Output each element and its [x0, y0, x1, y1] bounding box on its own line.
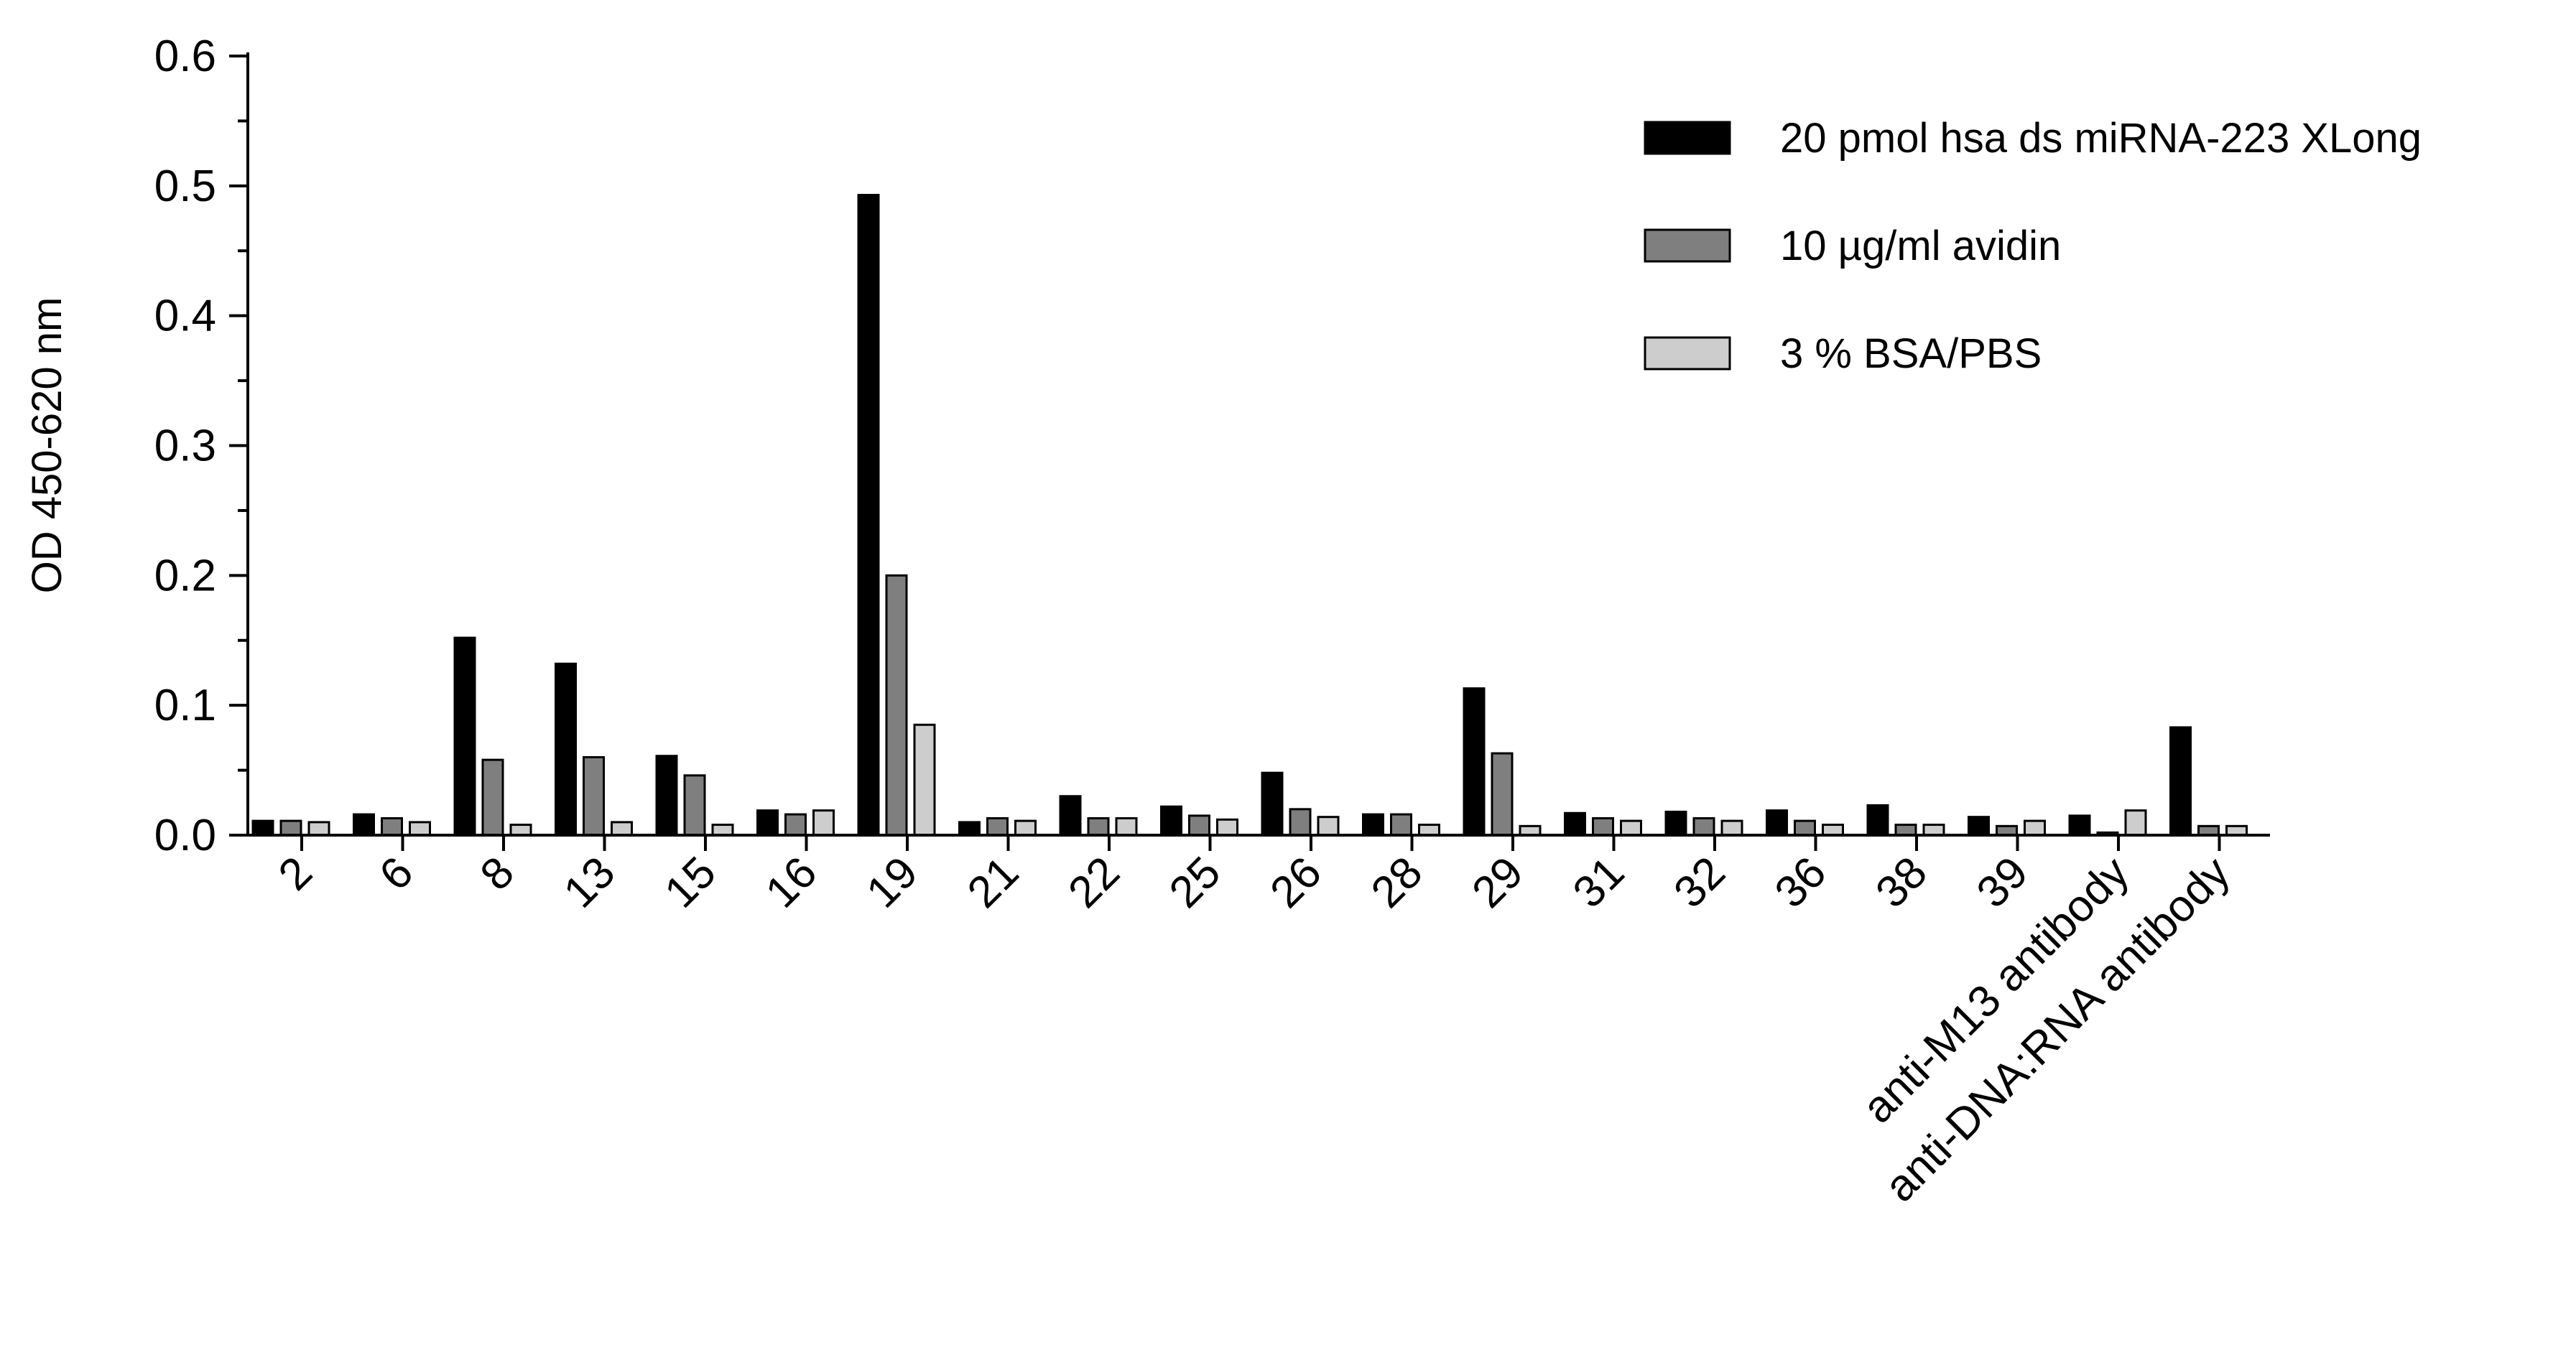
bar-16-series-2: [784, 813, 807, 837]
y-tick-label: 0.5: [154, 162, 216, 211]
legend: 20 pmol hsa ds miRNA-223 XLong 10 µg/ml a…: [1644, 115, 2422, 377]
bar-6-series-2: [381, 816, 403, 837]
x-tick-label: 16: [756, 847, 827, 918]
bar-2-series-3: [307, 821, 330, 837]
bar-22-series-3: [1115, 816, 1138, 837]
bar-19-series-1: [857, 193, 880, 837]
bar-39-series-1: [1968, 816, 1990, 837]
x-tick-label: 29: [1463, 847, 1533, 918]
y-tick-label: 0.3: [154, 422, 216, 471]
x-tick-label: 15: [655, 847, 726, 918]
bar-8-series-3: [509, 824, 532, 837]
bar-8-series-2: [481, 758, 504, 837]
x-tick-label: 32: [1664, 847, 1735, 918]
legend-swatch: [1644, 228, 1731, 263]
x-tick-label: 21: [958, 847, 1029, 918]
bar-32-series-1: [1664, 810, 1687, 837]
bar-6-series-1: [353, 813, 375, 837]
bar-28-series-2: [1390, 813, 1412, 837]
bar-38-series-2: [1894, 824, 1917, 837]
legend-label: 3 % BSA/PBS: [1780, 330, 2042, 377]
bar-anti-m13-antibody-series-3: [2124, 809, 2147, 837]
y-tick-label: 0.2: [154, 551, 216, 600]
bar-anti-dna-rna-antibody-series-1: [2169, 726, 2192, 837]
bar-29-series-1: [1463, 687, 1486, 837]
x-tick-label: 22: [1059, 847, 1129, 918]
x-tick-label: 19: [857, 847, 927, 918]
bar-15-series-2: [683, 774, 706, 837]
bar-28-series-3: [1418, 824, 1440, 837]
bar-31-series-2: [1592, 816, 1614, 837]
legend-label: 10 µg/ml avidin: [1780, 223, 2061, 269]
bar-28-series-1: [1362, 813, 1384, 837]
bar-38-series-3: [1922, 824, 1945, 837]
bar-36-series-3: [1822, 824, 1844, 837]
bar-22-series-1: [1059, 795, 1082, 837]
bar-15-series-3: [711, 824, 734, 837]
bar-32-series-3: [1720, 819, 1743, 837]
x-tick-label: 13: [555, 847, 625, 918]
x-axis: 2 6 8 13 15 16 19 21 22 25 26 28 29 31 32 36 38 39anti-M1…: [248, 834, 2270, 1211]
bar-31-series-1: [1564, 811, 1586, 837]
bar-25-series-3: [1216, 818, 1238, 837]
legend-swatch: [1644, 121, 1731, 155]
bar-36-series-1: [1766, 809, 1788, 837]
bar-26-series-1: [1261, 771, 1284, 837]
bar-21-series-3: [1014, 819, 1037, 837]
x-tick-label: 28: [1362, 847, 1432, 918]
bar-anti-m13-antibody-series-1: [2068, 814, 2091, 837]
x-tick-label: 25: [1160, 847, 1231, 918]
y-axis: 0.0 0.1 0.2 0.3 0.4 0.5 0.6: [154, 32, 249, 860]
bar-13-series-1: [555, 662, 577, 837]
x-tick-label: 39: [1968, 847, 2038, 918]
y-tick-label: 0.4: [154, 292, 216, 341]
bar-19-series-3: [913, 723, 936, 837]
bar-16-series-3: [812, 809, 835, 837]
bar-25-series-1: [1160, 805, 1182, 837]
bar-32-series-2: [1692, 816, 1715, 837]
bar-21-series-1: [958, 821, 981, 837]
y-tick-label: 0.6: [154, 32, 216, 81]
x-tick-label: 36: [1766, 847, 1836, 918]
bar-26-series-2: [1289, 808, 1312, 837]
bar-25-series-2: [1188, 814, 1210, 837]
bar-21-series-2: [986, 816, 1009, 837]
bar-2-series-2: [279, 819, 302, 837]
bar-8-series-1: [453, 636, 476, 837]
bar-13-series-3: [611, 821, 633, 837]
x-tick-label: 38: [1866, 847, 1937, 918]
bar-16-series-1: [756, 809, 779, 837]
y-tick-label: 0.0: [154, 811, 216, 860]
bar-19-series-2: [885, 574, 908, 837]
legend-label: 20 pmol hsa ds miRNA-223 XLong: [1780, 115, 2422, 162]
x-tick-label: 6: [370, 847, 422, 900]
x-tick-label: 8: [471, 847, 524, 900]
x-tick-label: 26: [1261, 847, 1331, 918]
bar-22-series-2: [1087, 816, 1110, 837]
y-axis-label: OD 450-620 nm: [24, 297, 70, 594]
legend-swatch: [1644, 336, 1731, 371]
bar-31-series-3: [1620, 819, 1642, 837]
bar-26-series-3: [1317, 816, 1340, 837]
y-tick-label: 0.1: [154, 681, 216, 730]
bar-36-series-2: [1794, 819, 1816, 837]
bar-29-series-2: [1491, 752, 1514, 837]
bars-group: [251, 193, 2248, 837]
bar-39-series-3: [2024, 819, 2046, 837]
x-tick-label: 2: [269, 847, 322, 900]
x-tick-label: 31: [1564, 847, 1634, 918]
bar-38-series-1: [1866, 804, 1889, 837]
bar-6-series-3: [409, 821, 431, 837]
bar-13-series-2: [583, 756, 605, 837]
bar-15-series-1: [655, 755, 678, 837]
bar-2-series-1: [251, 819, 274, 837]
